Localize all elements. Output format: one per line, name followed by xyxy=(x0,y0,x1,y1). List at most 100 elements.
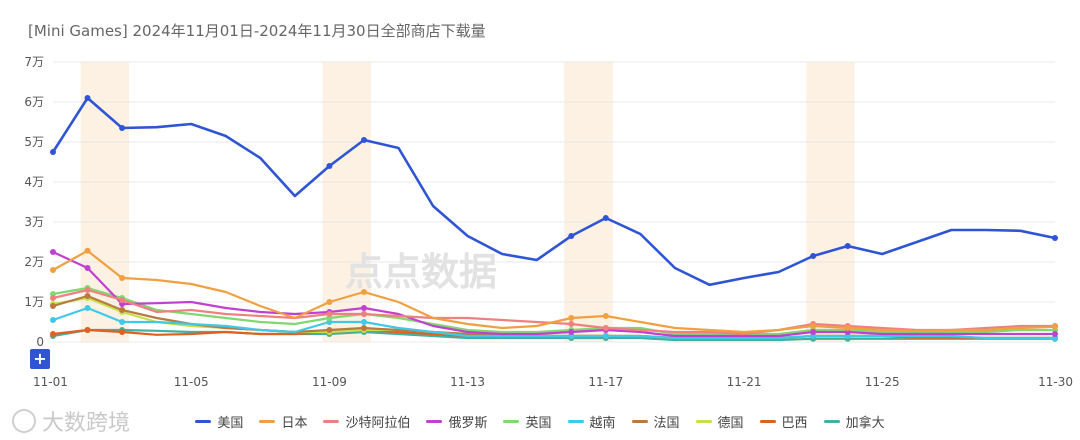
data-point xyxy=(1052,331,1058,337)
legend-swatch xyxy=(195,420,212,423)
x-tick-label: 11-09 xyxy=(312,375,347,389)
legend-swatch xyxy=(259,420,276,423)
footer-logo-text: 大数跨境 xyxy=(42,411,131,436)
data-point xyxy=(50,303,56,309)
legend-item[interactable]: 英国 xyxy=(503,412,552,431)
series-line xyxy=(52,249,1056,334)
zoom-button[interactable] xyxy=(30,349,50,369)
series-line xyxy=(52,286,1055,336)
data-point xyxy=(50,267,56,273)
data-point xyxy=(602,325,609,331)
chart-title: [Mini Games] 2024年11月01日-2024年11月30日全部商店… xyxy=(28,22,486,40)
x-tick-label: 11-05 xyxy=(174,375,209,389)
data-point xyxy=(844,243,851,249)
data-point xyxy=(84,95,91,101)
legend-item[interactable]: 美国 xyxy=(195,412,243,431)
legend-label: 沙特阿拉伯 xyxy=(345,416,411,431)
grid-lines xyxy=(53,61,1055,343)
data-point xyxy=(119,297,126,303)
line-chart: 0 1万 2万 3万 4万 5万 6万 7万 11-01 11-05 11-09 11-13 11-1… xyxy=(24,55,1073,389)
y-axis-ticks: 0 1万 2万 3万 4万 5万 6万 7万 xyxy=(24,55,44,349)
legend-swatch xyxy=(695,420,712,423)
legend-label: 巴西 xyxy=(781,416,808,431)
data-point xyxy=(568,321,575,327)
legend-label: 加拿大 xyxy=(845,416,885,431)
legend-item[interactable]: 越南 xyxy=(567,412,616,431)
y-tick-label: 0 xyxy=(36,335,44,349)
legend-swatch xyxy=(503,420,520,423)
weekend-bands xyxy=(80,62,855,342)
legend-label: 俄罗斯 xyxy=(448,416,488,431)
data-point xyxy=(84,293,91,299)
data-point xyxy=(360,325,367,331)
x-tick-label: 11-21 xyxy=(727,375,762,389)
legend-swatch xyxy=(631,420,648,423)
data-point xyxy=(326,311,333,317)
data-point xyxy=(602,313,609,319)
legend-item[interactable]: 法国 xyxy=(631,412,680,431)
series-lines xyxy=(50,95,1058,342)
legend-swatch xyxy=(567,420,584,423)
data-point xyxy=(84,265,91,271)
legend-swatch xyxy=(759,420,776,423)
data-point xyxy=(119,125,126,131)
series-line xyxy=(51,96,1056,287)
data-point xyxy=(602,215,609,221)
data-point xyxy=(50,249,56,255)
legend-item[interactable]: 日本 xyxy=(259,412,307,431)
weekend-band xyxy=(322,62,371,342)
data-point xyxy=(84,327,91,333)
x-tick-label: 11-01 xyxy=(33,375,68,389)
data-point xyxy=(50,149,56,155)
data-point xyxy=(602,333,609,339)
data-point xyxy=(360,289,367,295)
legend-label: 越南 xyxy=(589,416,616,431)
x-tick-label: 11-25 xyxy=(865,375,900,389)
data-point xyxy=(360,311,367,317)
y-tick-label: 5万 xyxy=(24,135,44,149)
legend-item[interactable]: 加拿大 xyxy=(823,412,885,431)
data-point xyxy=(810,323,817,329)
data-point xyxy=(844,325,851,331)
x-tick-label: 11-13 xyxy=(450,375,485,389)
data-point xyxy=(119,319,126,325)
legend-label: 法国 xyxy=(653,416,680,431)
logo-icon xyxy=(12,409,36,433)
series-line xyxy=(52,306,1055,340)
data-point xyxy=(810,329,817,335)
legend-item[interactable]: 沙特阿拉伯 xyxy=(323,412,410,431)
data-point xyxy=(360,319,367,325)
legend-label: 英国 xyxy=(525,416,552,431)
data-point xyxy=(1052,235,1058,241)
x-tick-label: 11-30 xyxy=(1038,375,1073,389)
data-point xyxy=(119,329,126,335)
data-point xyxy=(360,305,367,311)
data-point xyxy=(326,327,333,333)
data-point xyxy=(568,315,575,321)
data-point xyxy=(326,163,333,169)
y-tick-label: 4万 xyxy=(24,175,44,189)
data-point xyxy=(810,253,817,259)
data-point xyxy=(50,317,56,323)
data-point xyxy=(326,299,333,305)
data-point xyxy=(84,247,91,254)
x-axis-ticks: 11-01 11-05 11-09 11-13 11-17 11-21 11-25 11-30 xyxy=(33,375,1073,389)
data-point xyxy=(568,329,575,335)
data-point xyxy=(84,287,91,293)
data-point xyxy=(119,307,126,313)
series-line xyxy=(52,251,1055,338)
legend-swatch xyxy=(823,420,840,423)
legend-swatch xyxy=(323,420,340,423)
data-point xyxy=(84,305,91,311)
y-tick-label: 7万 xyxy=(24,55,44,69)
legend-item[interactable]: 俄罗斯 xyxy=(426,412,487,431)
data-point xyxy=(1052,323,1058,330)
footer-logo: 大数跨境 xyxy=(12,405,130,437)
legend-item[interactable]: 德国 xyxy=(695,412,744,431)
x-tick-label: 11-17 xyxy=(588,375,623,389)
legend-item[interactable]: 巴西 xyxy=(759,412,808,431)
y-tick-label: 1万 xyxy=(24,295,44,309)
zoom-button-label[interactable]: + xyxy=(33,349,46,368)
data-point xyxy=(50,331,56,337)
legend-label: 日本 xyxy=(281,416,308,431)
